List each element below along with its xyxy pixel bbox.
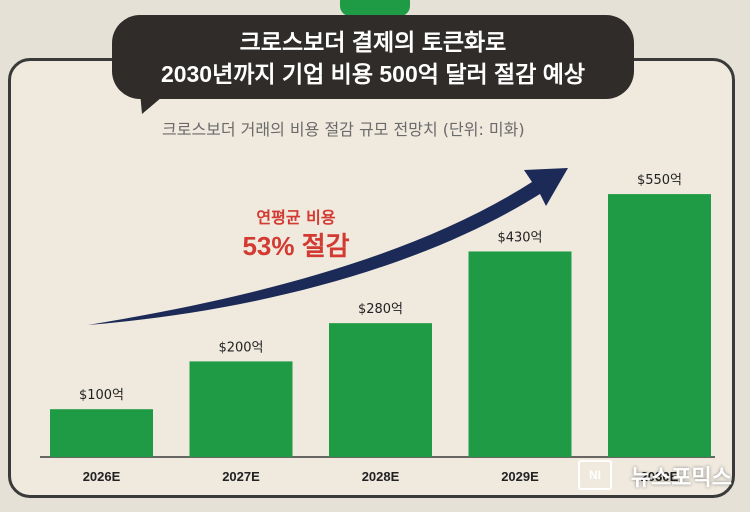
x-tick-label: 2027E <box>222 469 260 484</box>
x-tick-label: 2030E <box>641 469 679 484</box>
watermark-text: 뉴스포믹스 <box>630 465 732 490</box>
bar-value-label: $550억 <box>637 173 682 188</box>
bar-value-label: $280억 <box>358 302 403 317</box>
x-tick-label: 2028E <box>362 469 400 484</box>
bar-2027E <box>189 361 293 457</box>
bar-value-label: $100억 <box>79 388 124 403</box>
chart-subtitle: 크로스보더 거래의 비용 절감 규모 전망치 (단위: 미화) <box>162 120 525 139</box>
x-tick-label: 2029E <box>501 469 539 484</box>
bar-value-label: $200억 <box>218 340 263 355</box>
bar-2026E <box>50 409 153 457</box>
bar-2028E <box>329 323 432 457</box>
annotation-value: 53% 절감 <box>242 231 350 261</box>
x-tick-label: 2026E <box>83 469 121 484</box>
headline-bubble: 크로스보더 결제의 토큰화로 2030년까지 기업 비용 500억 달러 절감 … <box>112 15 634 99</box>
watermark-logo: NI <box>578 460 612 490</box>
top-tab <box>340 0 410 16</box>
headline-line-1: 크로스보더 결제의 토큰화로 <box>239 29 507 55</box>
bar-2029E <box>468 251 572 457</box>
annotation-label: 연평균 비용 <box>256 208 336 227</box>
bar-value-label: $430억 <box>497 230 542 245</box>
bar-2030E <box>608 194 711 457</box>
headline-line-2: 2030년까지 기업 비용 500억 달러 절감 예상 <box>160 61 586 87</box>
